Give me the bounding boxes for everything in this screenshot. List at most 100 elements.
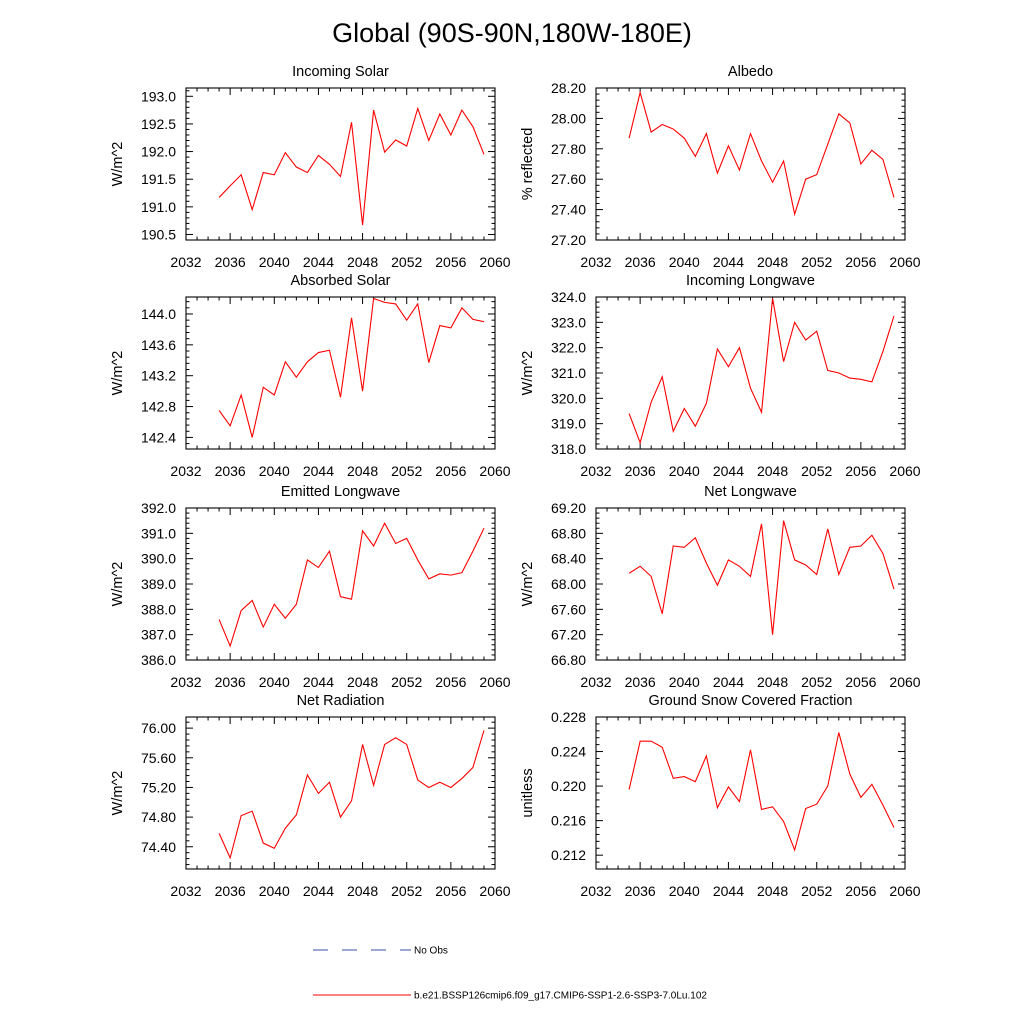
y-tick-label: 318.0 bbox=[551, 441, 586, 457]
x-tick-label: 2060 bbox=[889, 883, 920, 899]
y-tick-label: 0.220 bbox=[551, 778, 586, 794]
y-tick-label: 0.216 bbox=[551, 813, 586, 829]
x-tick-label: 2036 bbox=[215, 463, 246, 479]
y-tick-label: 322.0 bbox=[551, 340, 586, 356]
x-tick-label: 2044 bbox=[713, 674, 744, 690]
y-axis-label: W/m^2 bbox=[110, 562, 126, 607]
x-tick-label: 2036 bbox=[625, 674, 656, 690]
x-tick-label: 2056 bbox=[435, 883, 466, 899]
x-tick-label: 2052 bbox=[801, 463, 832, 479]
x-tick-label: 2052 bbox=[391, 463, 422, 479]
x-tick-label: 2056 bbox=[845, 674, 876, 690]
panel-1: Incoming Solar 2032 2036 2040 2044 2048 2052 20… bbox=[110, 64, 511, 270]
x-tick-label: 2056 bbox=[435, 254, 466, 270]
y-tick-label: 27.20 bbox=[551, 232, 586, 248]
x-tick-label: 2056 bbox=[435, 674, 466, 690]
panel-7: Net Radiation 2032 2036 2040 2044 2048 2052 205… bbox=[110, 693, 511, 899]
x-tick-label: 2044 bbox=[713, 254, 744, 270]
y-tick-label: 76.00 bbox=[141, 720, 176, 736]
x-tick-label: 2036 bbox=[215, 883, 246, 899]
panel-title: Albedo bbox=[728, 64, 773, 80]
x-tick-label: 2048 bbox=[757, 463, 788, 479]
x-tick-label: 2044 bbox=[303, 254, 334, 270]
panel-5: Emitted Longwave 2032 2036 2040 2044 2048 2052… bbox=[110, 484, 511, 690]
x-tick-label: 2048 bbox=[347, 674, 378, 690]
x-tick-label: 2036 bbox=[625, 254, 656, 270]
y-tick-label: 191.5 bbox=[141, 171, 176, 187]
plot-frame bbox=[595, 87, 906, 241]
x-tick-label: 2060 bbox=[479, 674, 510, 690]
x-tick-label: 2060 bbox=[479, 883, 510, 899]
x-tick-label: 2052 bbox=[391, 883, 422, 899]
y-tick-label: 142.8 bbox=[141, 399, 176, 415]
panel-4: Incoming Longwave 2032 2036 2040 2044 2048 205… bbox=[520, 273, 921, 479]
x-tick-label: 2040 bbox=[669, 254, 700, 270]
y-tick-label: 67.20 bbox=[551, 627, 586, 643]
x-tick-label: 2048 bbox=[347, 463, 378, 479]
x-tick-label: 2040 bbox=[669, 463, 700, 479]
panel-6: Net Longwave 2032 2036 2040 2044 2048 2052 2056… bbox=[520, 484, 921, 690]
panel-title: Absorbed Solar bbox=[291, 273, 391, 289]
panels: Incoming Solar 2032 2036 2040 2044 2048 2052 20… bbox=[110, 64, 921, 899]
y-tick-label: 75.60 bbox=[141, 750, 176, 766]
series-line bbox=[628, 90, 895, 217]
y-axis-label: W/m^2 bbox=[520, 351, 536, 396]
y-tick-label: 142.4 bbox=[141, 429, 176, 445]
x-tick-label: 2044 bbox=[303, 883, 334, 899]
x-tick-label: 2032 bbox=[580, 674, 611, 690]
panel-title: Incoming Longwave bbox=[686, 273, 815, 289]
x-tick-label: 2060 bbox=[479, 254, 510, 270]
y-tick-label: 391.0 bbox=[141, 525, 176, 541]
y-tick-label: 144.0 bbox=[141, 306, 176, 322]
x-tick-label: 2040 bbox=[259, 254, 290, 270]
plot-frame bbox=[185, 716, 496, 870]
legend-obs-label: No Obs bbox=[414, 946, 448, 957]
x-tick-label: 2056 bbox=[435, 463, 466, 479]
y-tick-label: 28.00 bbox=[551, 110, 586, 126]
x-tick-label: 2048 bbox=[347, 883, 378, 899]
x-tick-label: 2060 bbox=[889, 254, 920, 270]
y-tick-label: 68.80 bbox=[551, 525, 586, 541]
x-tick-label: 2056 bbox=[845, 883, 876, 899]
x-tick-label: 2036 bbox=[625, 463, 656, 479]
plot-frame bbox=[595, 507, 906, 661]
y-tick-label: 392.0 bbox=[141, 500, 176, 516]
series-line bbox=[218, 106, 485, 226]
y-tick-label: 321.0 bbox=[551, 365, 586, 381]
y-tick-label: 143.2 bbox=[141, 368, 176, 384]
x-tick-label: 2040 bbox=[259, 463, 290, 479]
y-tick-label: 75.20 bbox=[141, 779, 176, 795]
y-axis-label: W/m^2 bbox=[520, 562, 536, 607]
series-line bbox=[628, 520, 895, 635]
x-tick-label: 2032 bbox=[170, 254, 201, 270]
x-tick-label: 2040 bbox=[669, 674, 700, 690]
x-tick-label: 2032 bbox=[580, 254, 611, 270]
x-tick-label: 2036 bbox=[215, 674, 246, 690]
x-tick-label: 2044 bbox=[303, 463, 334, 479]
y-tick-label: 27.40 bbox=[551, 202, 586, 218]
y-tick-label: 0.212 bbox=[551, 847, 586, 863]
y-axis-label: unitless bbox=[520, 768, 536, 817]
plot-frame bbox=[185, 87, 496, 241]
x-tick-label: 2044 bbox=[303, 674, 334, 690]
panel-title: Net Longwave bbox=[704, 484, 797, 500]
y-tick-label: 323.0 bbox=[551, 314, 586, 330]
x-tick-label: 2060 bbox=[479, 463, 510, 479]
y-tick-label: 27.60 bbox=[551, 171, 586, 187]
panel-title: Emitted Longwave bbox=[281, 484, 400, 500]
legend-model-label: b.e21.BSSP126cmip6.f09_g17.CMIP6-SSP1-2.… bbox=[414, 991, 707, 1002]
y-tick-label: 388.0 bbox=[141, 601, 176, 617]
x-tick-label: 2060 bbox=[889, 674, 920, 690]
x-tick-label: 2052 bbox=[801, 674, 832, 690]
y-tick-label: 191.0 bbox=[141, 199, 176, 215]
x-tick-label: 2032 bbox=[170, 674, 201, 690]
y-tick-label: 192.5 bbox=[141, 116, 176, 132]
y-tick-label: 66.80 bbox=[551, 652, 586, 668]
y-tick-label: 192.0 bbox=[141, 144, 176, 160]
panel-2: Albedo 2032 2036 2040 2044 2048 2052 2056 2060 27… bbox=[520, 64, 921, 270]
figure-title: Global (90S-90N,180W-180E) bbox=[332, 18, 692, 48]
x-tick-label: 2036 bbox=[215, 254, 246, 270]
y-tick-label: 143.6 bbox=[141, 337, 176, 353]
y-tick-label: 389.0 bbox=[141, 576, 176, 592]
x-tick-label: 2044 bbox=[713, 883, 744, 899]
